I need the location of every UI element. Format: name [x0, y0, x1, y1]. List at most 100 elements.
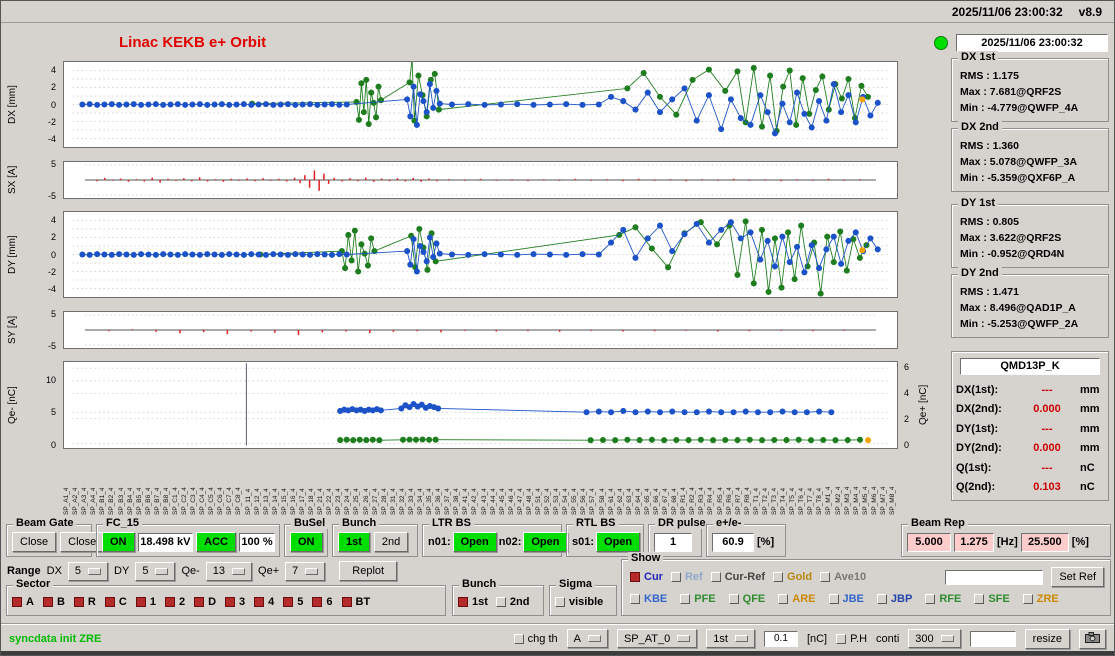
show-jbe-checkbox[interactable]: JBE	[828, 593, 864, 605]
show-rfe-checkbox[interactable]: RFE	[925, 593, 961, 605]
sector-checkbox-c-box[interactable]	[104, 597, 115, 607]
sector-checkbox-3[interactable]: 3	[225, 596, 245, 608]
sector-checkbox-1[interactable]: 1	[135, 596, 156, 608]
sector-checkbox-r[interactable]: R	[73, 596, 96, 608]
show-qfe-checkbox-box[interactable]	[728, 594, 739, 604]
rtl-s01-open-button[interactable]: Open	[596, 532, 641, 552]
beam-gate-close-1-button[interactable]: Close	[12, 532, 57, 552]
show-ave10-checkbox-box[interactable]	[820, 572, 831, 582]
bpm-label: SP_R2_4	[689, 487, 697, 515]
bunch-show-2nd-checkbox-box[interactable]	[495, 597, 506, 607]
snapshot-button[interactable]	[1079, 628, 1106, 649]
show-cur-checkbox[interactable]: Cur	[630, 571, 663, 583]
sector-checkbox-a[interactable]: A	[12, 596, 34, 608]
show-sfe-checkbox-box[interactable]	[974, 594, 985, 604]
show-rfe-checkbox-box[interactable]	[925, 594, 936, 604]
replot-button[interactable]: Replot	[339, 561, 398, 581]
sp-at-dropdown[interactable]: SP_AT_0	[616, 629, 698, 648]
range-qep-dropdown[interactable]: 7	[285, 561, 326, 581]
sector-select-dropdown[interactable]: A	[566, 629, 608, 648]
sector-checkbox-d-box[interactable]	[194, 597, 205, 607]
sector-checkbox-5[interactable]: 5	[283, 596, 303, 608]
show-ref-checkbox-box[interactable]	[670, 572, 681, 582]
resize-button[interactable]: resize	[1024, 628, 1070, 649]
bpm-label: SP_31_4	[389, 488, 397, 515]
show-kbe-checkbox-box[interactable]	[630, 594, 640, 604]
sector-checkbox-6[interactable]: 6	[312, 596, 333, 608]
show-jbp-checkbox[interactable]: JBP	[876, 593, 912, 605]
sector-checkbox-1-box[interactable]	[135, 597, 146, 607]
show-cur-checkbox-box[interactable]	[630, 572, 640, 582]
sector-checkbox-4-box[interactable]	[254, 597, 265, 607]
sector-checkbox-bt-box[interactable]	[341, 597, 352, 607]
sector-checkbox-3-box[interactable]	[225, 597, 236, 607]
sector-checkbox-6-box[interactable]	[312, 597, 323, 607]
threshold-input[interactable]	[763, 630, 798, 647]
sector-checkbox-2[interactable]: 2	[164, 596, 185, 608]
sector-checkbox-4[interactable]: 4	[254, 596, 274, 608]
show-pfe-checkbox[interactable]: PFE	[680, 593, 716, 605]
busel-on-button[interactable]: ON	[290, 532, 323, 552]
range-qem-dropdown[interactable]: 13	[205, 561, 253, 581]
show-sfe-checkbox[interactable]: SFE	[974, 593, 1010, 605]
show-cur-ref-checkbox-box[interactable]	[710, 572, 721, 582]
show-are-checkbox-box[interactable]	[778, 594, 789, 604]
show-gold-checkbox[interactable]: Gold	[773, 571, 812, 583]
show-ref-checkbox[interactable]: Ref	[670, 571, 703, 583]
bunch-show-2nd-checkbox[interactable]: 2nd	[495, 596, 529, 608]
interval-dropdown[interactable]: 300	[908, 629, 961, 648]
chg-th-checkbox[interactable]: chg th	[513, 633, 558, 645]
bunch-select-group: Bunch 1st 2nd	[332, 517, 418, 557]
bunch-show-1st-checkbox[interactable]: 1st	[458, 596, 488, 608]
show-jbe-checkbox-box[interactable]	[828, 594, 839, 604]
show-ave10-checkbox[interactable]: Ave10	[820, 571, 866, 583]
dx-orbit-plot[interactable]	[63, 61, 898, 148]
dr-pulse-value[interactable]: 1	[654, 532, 692, 552]
chg-th-box[interactable]	[513, 633, 524, 644]
show-pfe-checkbox-box[interactable]	[680, 594, 691, 604]
set-ref-button[interactable]: Set Ref	[1051, 567, 1104, 587]
range-dx-dropdown[interactable]: 5	[67, 561, 109, 581]
show-zre-checkbox-box[interactable]	[1022, 594, 1033, 604]
range-dy-dropdown[interactable]: 5	[135, 561, 176, 581]
ltr-n02-open-button[interactable]: Open	[523, 532, 568, 552]
sy-steering-plot[interactable]	[63, 311, 898, 349]
ph-checkbox[interactable]: P.H	[836, 633, 867, 645]
show-cur-ref-checkbox[interactable]: Cur-Ref	[710, 571, 765, 583]
conti-toggle[interactable]: conti	[876, 632, 900, 645]
bunch-2nd-button[interactable]: 2nd	[373, 532, 409, 552]
sx-steering-plot[interactable]	[63, 161, 898, 199]
bunch-show-1st-checkbox-box[interactable]	[458, 597, 468, 607]
bunch-1st-button[interactable]: 1st	[338, 532, 370, 552]
show-kbe-checkbox[interactable]: KBE	[630, 593, 667, 605]
show-jbp-checkbox-box[interactable]	[876, 594, 887, 604]
beam-gate-close-2-button[interactable]: Close	[60, 532, 105, 552]
dy-orbit-plot[interactable]	[63, 211, 898, 298]
bpm-label: SP_66_4	[652, 488, 660, 515]
sector-checkbox-2-box[interactable]	[164, 597, 175, 607]
sigma-visible-checkbox[interactable]: visible	[555, 596, 603, 608]
show-are-checkbox[interactable]: ARE	[778, 593, 816, 605]
ph-box[interactable]	[836, 633, 847, 644]
aux-input[interactable]	[969, 630, 1016, 647]
sector-checkbox-5-box[interactable]	[283, 597, 294, 607]
charge-plot[interactable]	[63, 361, 898, 449]
show-qfe-checkbox[interactable]: QFE	[728, 593, 765, 605]
sector-checkbox-d[interactable]: D	[194, 596, 216, 608]
bpm-label: SP_64_4	[634, 488, 642, 515]
fc15-on-button[interactable]: ON	[102, 532, 135, 552]
set-ref-input[interactable]	[945, 569, 1044, 585]
sector-checkbox-b-box[interactable]	[42, 597, 53, 607]
sector-checkbox-b[interactable]: B	[42, 596, 65, 608]
sector-checkbox-bt[interactable]: BT	[341, 596, 370, 608]
sector-checkbox-c[interactable]: C	[104, 596, 127, 608]
show-gold-checkbox-box[interactable]	[773, 572, 784, 582]
show-zre-checkbox[interactable]: ZRE	[1022, 593, 1059, 605]
bunch-select-dropdown[interactable]: 1st	[706, 629, 755, 648]
sigma-visible-box[interactable]	[555, 597, 565, 607]
sector-checkbox-r-box[interactable]	[73, 597, 84, 607]
sector-checkbox-a-box[interactable]	[12, 597, 22, 607]
bpm-label: SP_C7_4	[226, 487, 234, 515]
fc15-acc-button[interactable]: ACC	[196, 532, 237, 552]
ltr-n01-open-button[interactable]: Open	[452, 532, 497, 552]
